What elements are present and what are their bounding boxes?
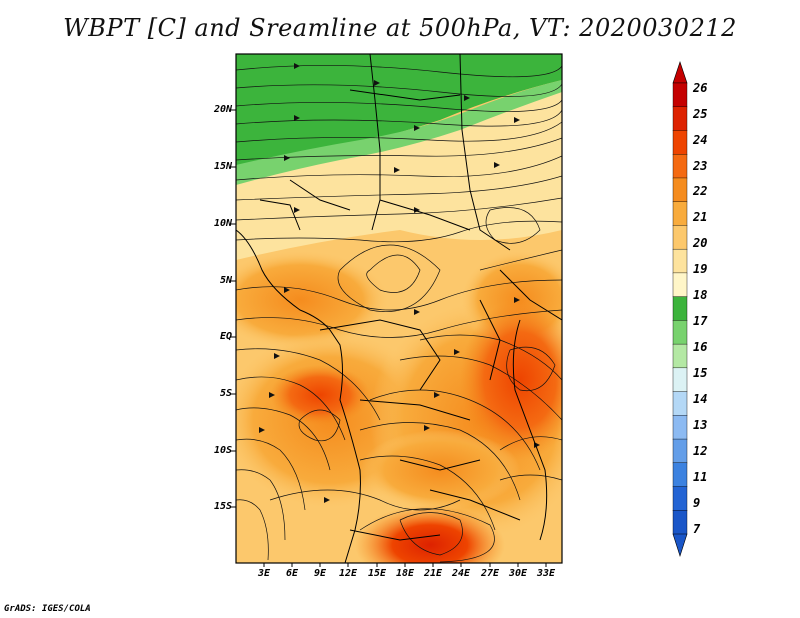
streamline-arrows xyxy=(259,63,540,503)
lon-label-6e: 6E xyxy=(285,568,299,579)
lat-label-5n: 5N xyxy=(219,275,232,286)
lon-label-3e: 3E xyxy=(257,568,271,579)
colorbar-segment xyxy=(672,130,688,155)
colorbar-bottom-arrow xyxy=(672,533,688,557)
country-borders xyxy=(236,54,562,563)
footer-credit: GrADS: IGES/COLA xyxy=(4,604,91,614)
colorbar-label-14: 14 xyxy=(693,392,708,406)
colorbar-segments xyxy=(672,82,688,535)
colorbar-label-21: 21 xyxy=(693,210,708,224)
colorbar-segment xyxy=(672,225,688,250)
lat-label-20n: 20N xyxy=(213,104,232,115)
colorbar xyxy=(672,61,688,557)
colorbar-label-24: 24 xyxy=(693,133,708,147)
lon-label-33e: 33E xyxy=(536,568,556,579)
colorbar-segment xyxy=(672,201,688,226)
colorbar-segment xyxy=(672,272,688,298)
colorbar-segment xyxy=(672,106,688,131)
map-fill xyxy=(236,54,562,563)
colorbar-label-16: 16 xyxy=(693,340,708,354)
colorbar-top-arrow xyxy=(672,61,688,84)
colorbar-label-9: 9 xyxy=(693,496,701,510)
colorbar-label-13: 13 xyxy=(693,418,708,432)
lat-label-5s: 5S xyxy=(219,388,232,399)
lat-label-eq: EQ xyxy=(219,331,232,342)
colorbar-label-12: 12 xyxy=(693,444,708,458)
lat-label-15s: 15S xyxy=(213,501,232,512)
colorbar-label-11: 11 xyxy=(693,470,708,484)
lon-label-18e: 18E xyxy=(395,568,415,579)
lon-label-9e: 9E xyxy=(313,568,327,579)
colorbar-segment xyxy=(672,177,688,203)
colorbar-segment xyxy=(672,296,688,321)
colorbar-segment xyxy=(672,510,688,535)
colorbar-label-7: 7 xyxy=(693,522,701,536)
colorbar-label-17: 17 xyxy=(693,314,708,328)
lon-label-21e: 21E xyxy=(423,568,443,579)
lon-label-24e: 24E xyxy=(451,568,471,579)
colorbar-label-26: 26 xyxy=(693,81,708,95)
colorbar-segment xyxy=(672,415,688,440)
colorbar-segment xyxy=(672,343,688,369)
axis-ticks xyxy=(231,109,547,567)
colorbar-label-20: 20 xyxy=(693,236,708,250)
colorbar-segment xyxy=(672,367,688,393)
colorbar-label-22: 22 xyxy=(693,184,708,198)
colorbar-segment xyxy=(672,154,688,179)
colorbar-segment xyxy=(672,438,688,464)
map-frame xyxy=(235,53,563,564)
colorbar-label-19: 19 xyxy=(693,262,708,276)
colorbar-label-15: 15 xyxy=(693,366,708,380)
lon-label-30e: 30E xyxy=(508,568,528,579)
colorbar-label-25: 25 xyxy=(693,107,708,121)
colorbar-segment xyxy=(672,391,688,416)
lat-label-10n: 10N xyxy=(213,218,232,229)
colorbar-label-23: 23 xyxy=(693,159,708,173)
map-title: WBPT [C] and Sreamline at 500hPa, VT: 20… xyxy=(63,14,737,42)
colorbar-segment xyxy=(672,82,688,108)
lon-label-27e: 27E xyxy=(480,568,500,579)
colorbar-label-18: 18 xyxy=(693,288,708,302)
colorbar-segment xyxy=(672,462,688,488)
lat-label-15n: 15N xyxy=(213,161,232,172)
lat-label-10s: 10S xyxy=(213,445,232,456)
colorbar-segment xyxy=(672,486,688,511)
lon-label-15e: 15E xyxy=(367,568,387,579)
colorbar-segment xyxy=(672,248,688,274)
colorbar-segment xyxy=(672,320,688,345)
lon-label-12e: 12E xyxy=(338,568,358,579)
streamlines xyxy=(236,65,562,563)
